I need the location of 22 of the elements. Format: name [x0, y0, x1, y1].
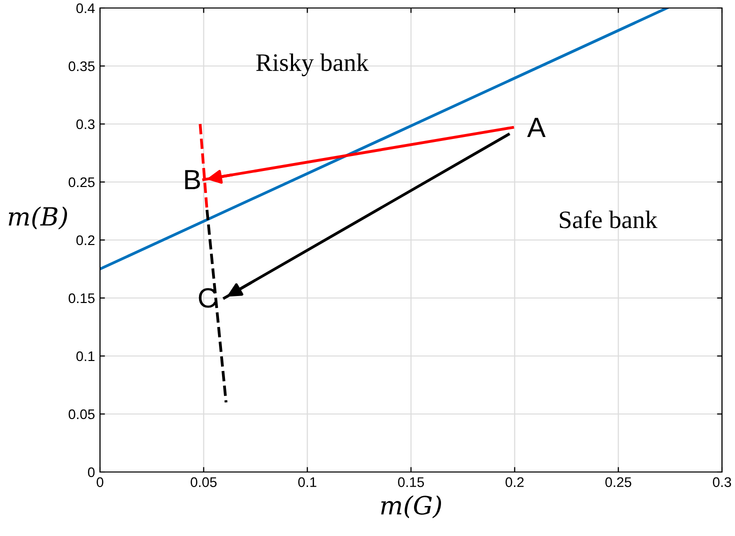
- x-tick-label: 0: [96, 477, 104, 488]
- y-tick-label: 0: [88, 467, 95, 478]
- y-tick-label: 0.4: [76, 3, 95, 14]
- y-tick-label: 0.25: [68, 177, 95, 188]
- x-tick-label: 0.3: [712, 477, 732, 488]
- x-axis-title: m(G): [381, 495, 442, 518]
- y-tick-label: 0.15: [68, 293, 95, 304]
- y-tick-label: 0.3: [76, 119, 95, 130]
- x-tick-label: 0.2: [506, 477, 524, 488]
- annotation: B: [185, 170, 200, 190]
- x-tick-label: 0.05: [190, 477, 217, 488]
- y-tick-label: 0.05: [68, 409, 95, 420]
- y-axis-title: m(B): [8, 206, 68, 230]
- x-tick-label: 0.15: [398, 477, 424, 488]
- x-tick-label: 0.25: [605, 477, 632, 488]
- x-tick-label: 0.1: [298, 477, 316, 488]
- y-tick-label: 0.2: [76, 235, 94, 246]
- y-tick-label: 0.1: [76, 351, 94, 362]
- y-tick-label: 0.35: [68, 61, 95, 72]
- annotation: A: [527, 118, 546, 137]
- annotation: Safe bank: [560, 210, 658, 228]
- annotation: Risky bank: [256, 53, 369, 76]
